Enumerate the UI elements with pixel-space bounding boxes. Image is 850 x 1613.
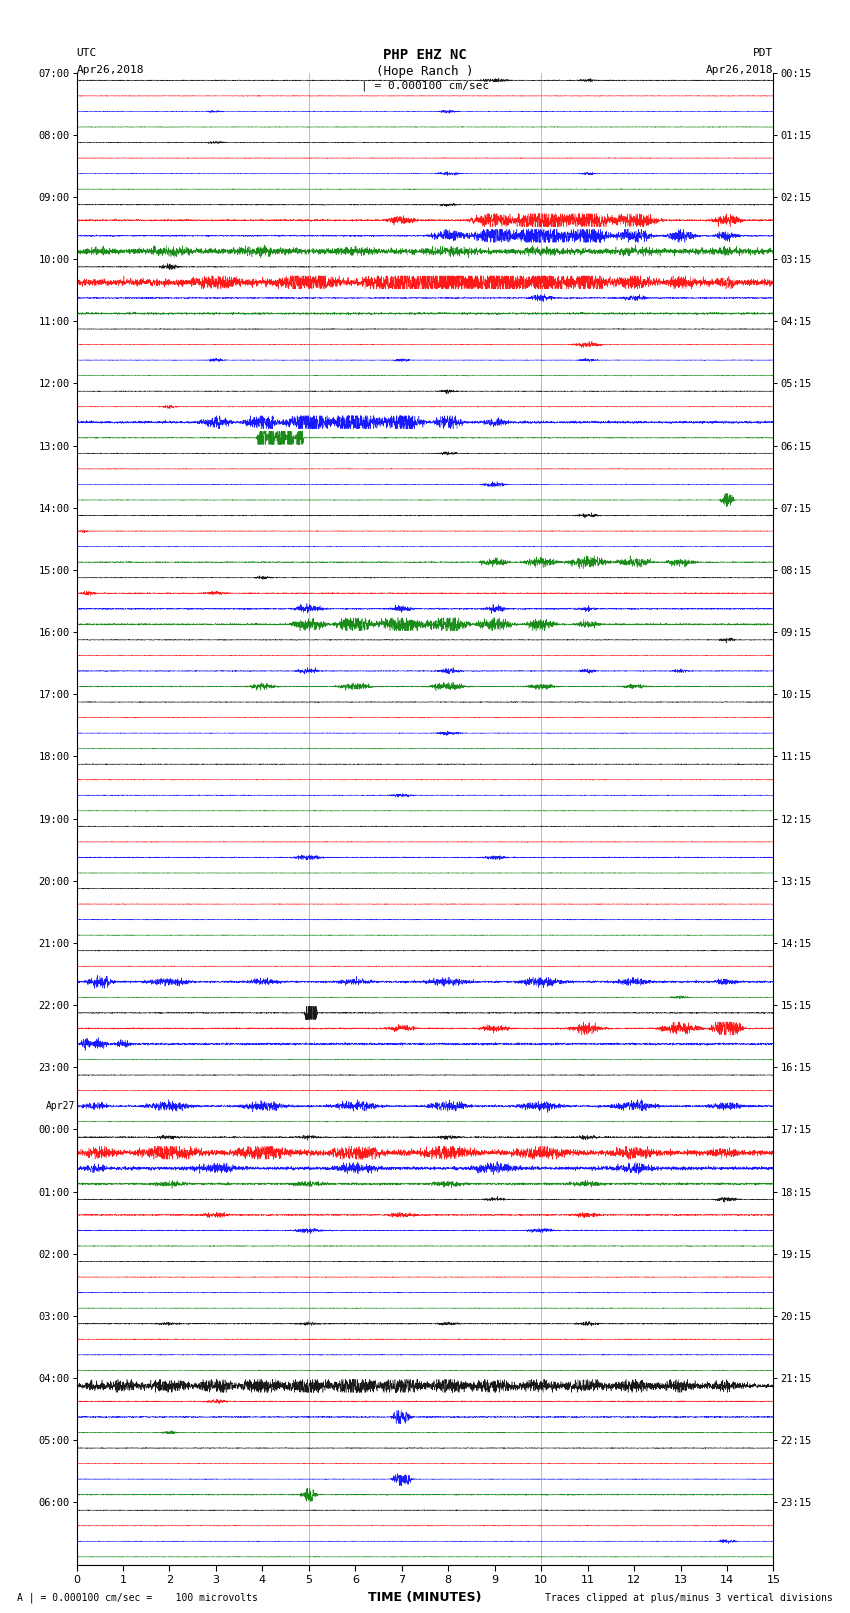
Text: PHP EHZ NC: PHP EHZ NC: [383, 48, 467, 63]
Text: Apr26,2018: Apr26,2018: [76, 65, 144, 74]
Text: A | = 0.000100 cm/sec =    100 microvolts: A | = 0.000100 cm/sec = 100 microvolts: [17, 1592, 258, 1603]
Text: (Hope Ranch ): (Hope Ranch ): [377, 65, 473, 77]
Text: Apr27: Apr27: [46, 1102, 75, 1111]
X-axis label: TIME (MINUTES): TIME (MINUTES): [368, 1590, 482, 1603]
Text: Apr26,2018: Apr26,2018: [706, 65, 774, 74]
Text: UTC: UTC: [76, 48, 97, 58]
Text: PDT: PDT: [753, 48, 774, 58]
Text: Traces clipped at plus/minus 3 vertical divisions: Traces clipped at plus/minus 3 vertical …: [545, 1594, 833, 1603]
Text: | = 0.000100 cm/sec: | = 0.000100 cm/sec: [361, 81, 489, 92]
